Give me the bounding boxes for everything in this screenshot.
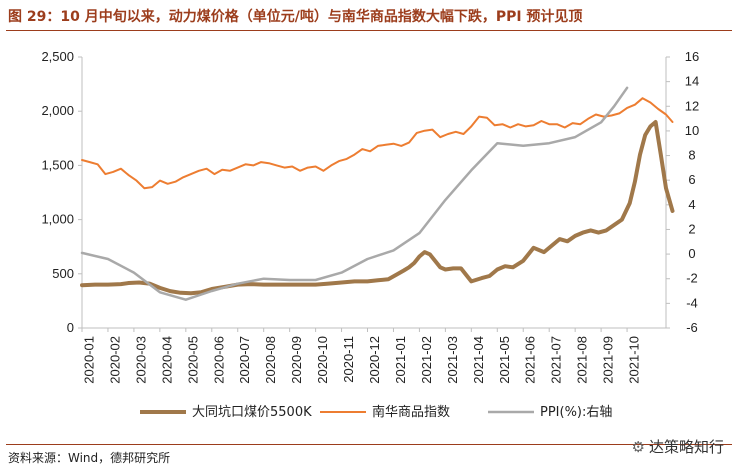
watermark: ⚙ 达策略知行 bbox=[632, 436, 724, 457]
y-left-tick-label: 500 bbox=[52, 266, 74, 281]
x-tick-label: 2021-01 bbox=[393, 336, 408, 384]
x-tick-label: 2021-03 bbox=[445, 336, 460, 384]
y-right-tick-label: 4 bbox=[688, 197, 695, 212]
x-tick-label: 2020-03 bbox=[133, 336, 148, 384]
legend-label-0: 大同坑口煤价5500K bbox=[192, 405, 312, 420]
y-right-tick-label: 10 bbox=[685, 123, 699, 138]
title-divider bbox=[6, 30, 732, 31]
x-tick-label: 2020-12 bbox=[367, 336, 382, 384]
x-tick-label: 2020-10 bbox=[315, 336, 330, 384]
y-right-tick-label: -4 bbox=[686, 295, 698, 310]
x-tick-label: 2020-08 bbox=[263, 336, 278, 384]
y-right-tick-label: 16 bbox=[685, 49, 699, 64]
x-tick-label: 2021-07 bbox=[549, 336, 564, 384]
watermark-text: 达策略知行 bbox=[648, 438, 724, 456]
y-right-tick-label: 12 bbox=[685, 98, 699, 113]
x-tick-label: 2021-02 bbox=[419, 336, 434, 384]
y-right-tick-label: 6 bbox=[688, 172, 695, 187]
x-tick-label: 2020-06 bbox=[211, 336, 226, 384]
source-divider bbox=[6, 444, 732, 445]
axes: 0 500 1,000 1,500 2,000 2,500 -6 -4 -2 0 2 4 6 8 10 12 1… bbox=[41, 49, 699, 384]
x-tick-label: 2020-01 bbox=[81, 336, 96, 384]
x-tick-label: 2021-04 bbox=[471, 336, 486, 384]
wechat-icon: ⚙ bbox=[631, 437, 645, 456]
y-left-tick-label: 2,500 bbox=[41, 49, 74, 64]
y-right-tick-label: 2 bbox=[688, 221, 695, 236]
x-tick-label: 2020-05 bbox=[185, 336, 200, 384]
y-left-tick-label: 1,000 bbox=[41, 212, 74, 227]
x-tick-label: 2021-06 bbox=[523, 336, 538, 384]
x-tick-label: 2021-10 bbox=[627, 336, 642, 384]
y-right-tick-label: 8 bbox=[688, 148, 695, 163]
x-tick-label: 2020-11 bbox=[341, 336, 356, 383]
y-left-tick-label: 0 bbox=[67, 320, 74, 335]
series-lines bbox=[80, 86, 675, 301]
series-line-1 bbox=[81, 97, 674, 190]
y-left-tick-label: 2,000 bbox=[41, 103, 74, 118]
y-right-tick-label: 0 bbox=[688, 246, 695, 261]
x-tick-label: 2021-08 bbox=[575, 336, 590, 384]
x-tick-label: 2020-02 bbox=[107, 336, 122, 384]
x-tick-label: 2020-09 bbox=[289, 336, 304, 384]
x-tick-label: 2020-04 bbox=[159, 336, 174, 384]
legend-label-2: PPI(%):右轴 bbox=[540, 405, 612, 420]
legend-label-1: 南华商品指数 bbox=[372, 404, 450, 420]
x-tick-label: 2020-07 bbox=[237, 336, 252, 384]
chart-canvas: 0 500 1,000 1,500 2,000 2,500 -6 -4 -2 0 2 4 6 8 10 12 1… bbox=[41, 49, 699, 420]
series-line-0 bbox=[80, 120, 675, 296]
series-line-2 bbox=[80, 86, 629, 301]
chart-title: 图 29：10 月中旬以来，动力煤价格（单位元/吨）与南华商品指数大幅下跌，PP… bbox=[8, 9, 583, 25]
y-left-tick-label: 1,500 bbox=[41, 157, 74, 172]
y-right-tick-label: 14 bbox=[685, 74, 699, 89]
x-tick-label: 2021-09 bbox=[601, 336, 616, 384]
x-tick-label: 2021-05 bbox=[497, 336, 512, 384]
y-right-tick-label: -2 bbox=[686, 271, 698, 286]
source-note: 资料来源：Wind，德邦研究所 bbox=[8, 451, 171, 465]
y-right-tick-label: -6 bbox=[686, 320, 698, 335]
legend: 大同坑口煤价5500K 南华商品指数 PPI(%):右轴 bbox=[140, 404, 612, 420]
